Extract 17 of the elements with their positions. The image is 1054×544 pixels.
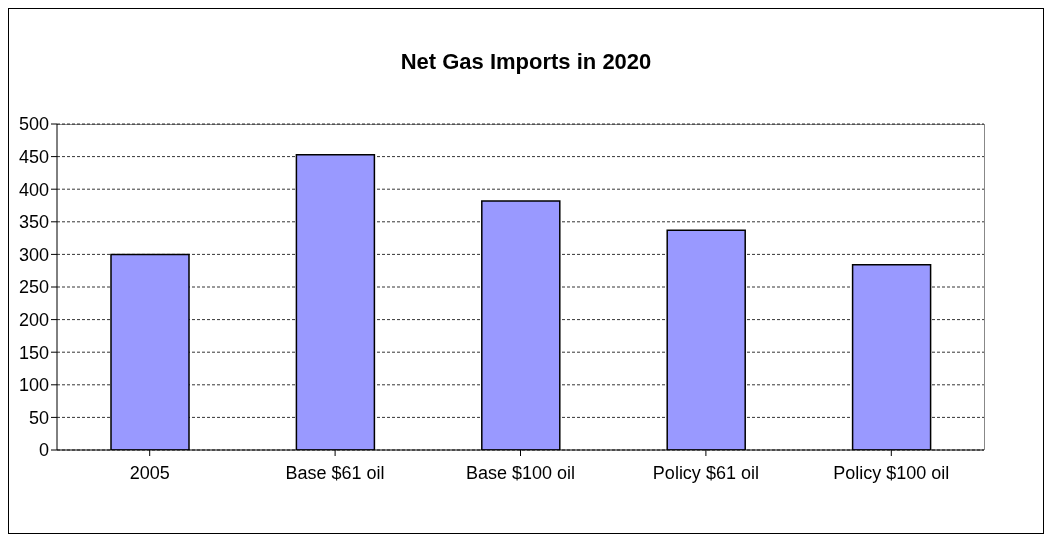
x-tick-label: 2005 [129, 462, 170, 483]
y-tick-label: 250 [18, 277, 49, 298]
chart-title: Net Gas Imports in 2020 [399, 49, 653, 75]
x-tick-label: Policy $61 oil [652, 462, 759, 483]
y-tick-label: 100 [18, 375, 49, 396]
y-tick-label: 50 [28, 407, 49, 428]
y-tick-label: 0 [38, 440, 49, 461]
y-tick-label: 300 [18, 244, 49, 265]
x-tick-label: Policy $100 oil [833, 462, 950, 483]
y-tick-label: 400 [18, 179, 49, 200]
y-tick-label: 450 [18, 146, 49, 167]
y-tick-label: 200 [18, 309, 49, 330]
x-tick-label: Base $61 oil [285, 462, 385, 483]
x-tick-label: Base $100 oil [465, 462, 576, 483]
y-tick-label: 350 [18, 212, 49, 233]
y-tick-label: 150 [18, 342, 49, 363]
y-tick-label: 500 [18, 114, 49, 135]
